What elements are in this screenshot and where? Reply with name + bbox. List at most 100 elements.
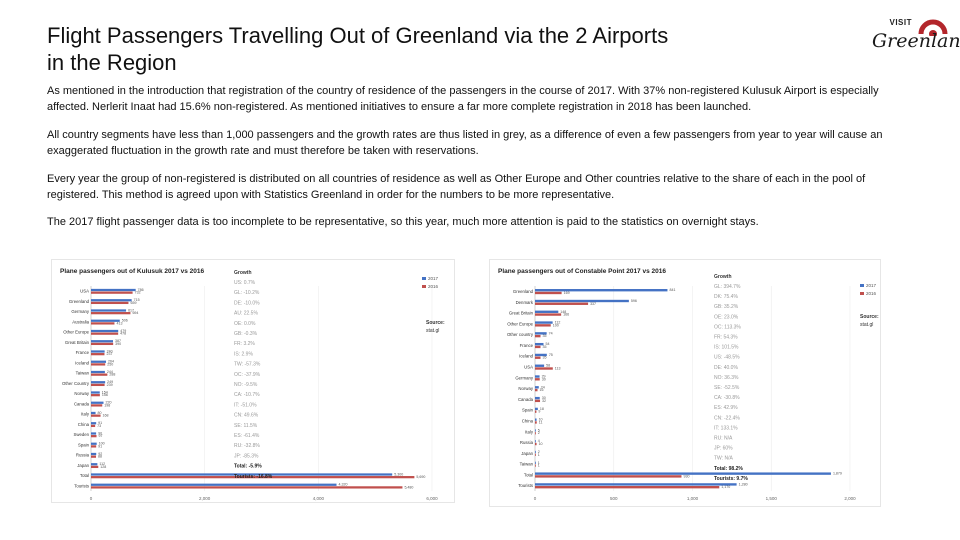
- data-label-germany-2017: 29: [542, 375, 546, 379]
- data-label-tourists-2017: 1,280: [739, 482, 748, 486]
- data-label-other-country-2016: 239: [107, 383, 113, 387]
- constable-point-chart-svg: Plane passengers out of Constable Point …: [498, 268, 879, 501]
- data-label-norway-2017: 154: [102, 390, 108, 394]
- growth-value: GB: -0.3%: [234, 331, 258, 337]
- bar-taiwan-2017: [91, 370, 105, 374]
- category-label-france: France: [76, 350, 90, 355]
- bar-norway-2017: [535, 386, 539, 389]
- category-label-taiwan: Taiwan: [76, 371, 90, 376]
- data-label-russia-2017: 92: [98, 452, 102, 456]
- bar-australia-2016: [91, 322, 115, 325]
- growth-value: TW: N/A: [714, 456, 733, 462]
- category-label-tourists: Tourists: [518, 483, 533, 488]
- bar-japan-2016: [535, 453, 536, 457]
- bar-france-2016: [91, 353, 105, 356]
- growth-value: NO: 36.3%: [714, 375, 739, 381]
- data-label-total-2017: 1,879: [833, 472, 842, 476]
- data-label-china-2017: 10: [539, 418, 543, 422]
- data-label-france-2017: 54: [546, 342, 550, 346]
- paragraph-distribution: Every year the group of non-registered i…: [47, 173, 866, 201]
- data-label-italy-2017: 5: [538, 428, 540, 432]
- data-label-sweden-2016: 97: [99, 434, 103, 438]
- growth-value: US: 0.7%: [234, 280, 256, 286]
- data-label-australia-2016: 413: [116, 321, 122, 325]
- bar-tourists-2017: [535, 483, 737, 486]
- bar-china-2017: [91, 422, 97, 425]
- category-label-total: Total: [524, 472, 533, 477]
- data-label-other-europe-2017: 479: [120, 329, 126, 333]
- bar-great-britain-2016: [535, 313, 562, 316]
- legend-swatch-2016: [860, 292, 864, 295]
- bar-spain-2017: [91, 442, 97, 445]
- category-label-norway: Norway: [74, 391, 89, 396]
- bar-russia-2017: [535, 440, 536, 443]
- data-label-great-britain-2017: 387: [115, 339, 121, 343]
- bar-great-britain-2016: [91, 342, 114, 346]
- data-label-taiwan-2016: 1: [538, 464, 540, 468]
- source-value: stat.gl: [860, 322, 873, 328]
- data-label-spain-2017: 18: [540, 407, 544, 411]
- data-label-germany-2016: 694: [132, 311, 138, 315]
- bar-italy-2017: [535, 429, 536, 432]
- data-label-sweden-2017: 90: [98, 431, 102, 435]
- bar-france-2017: [91, 350, 105, 353]
- bar-usa-2016: [535, 367, 553, 370]
- data-label-canada-2016: 32: [542, 399, 546, 403]
- x-tick-label: 2,000: [844, 496, 856, 501]
- bar-iceland-2017: [535, 353, 547, 357]
- category-label-greenland: Greenland: [513, 289, 534, 294]
- bar-norway-2016: [91, 394, 100, 397]
- bar-total-2016: [535, 475, 682, 478]
- category-label-canada: Canada: [74, 401, 90, 406]
- source-value: stat.gl: [426, 328, 439, 334]
- data-label-iceland-2017: 264: [108, 360, 114, 364]
- bar-other-europe-2016: [535, 324, 551, 327]
- bar-other-country-2017: [91, 381, 106, 384]
- data-label-japan-2017: 112: [99, 462, 105, 466]
- growth-value: AU: 22.5%: [234, 311, 258, 317]
- bar-other-europe-2017: [91, 329, 119, 333]
- category-label-china: China: [78, 422, 90, 427]
- bar-china-2017: [535, 418, 537, 421]
- growth-value: DE: 40.0%: [714, 365, 738, 371]
- bar-china-2016: [535, 421, 537, 424]
- bar-taiwan-2016: [91, 373, 108, 376]
- growth-value: JP: 60%: [714, 446, 733, 452]
- bar-iceland-2017: [91, 360, 107, 363]
- growth-value: DE: -10.0%: [234, 300, 260, 306]
- data-label-japan-2016: 1: [538, 453, 540, 457]
- data-label-japan-2016: 128: [100, 465, 106, 469]
- bar-australia-2017: [91, 319, 120, 322]
- data-label-spain-2016: 9: [538, 410, 540, 414]
- data-label-france-2016: 35: [543, 345, 547, 349]
- growth-value: FR: 54.3%: [714, 335, 738, 341]
- growth-value: CN: -22.4%: [714, 415, 740, 421]
- bar-tourists-2017: [91, 483, 337, 486]
- bar-usa-2016: [91, 291, 133, 294]
- data-label-other-europe-2016: 478: [120, 332, 126, 336]
- data-label-total-2016: 930: [683, 474, 689, 478]
- bar-france-2017: [535, 342, 544, 346]
- legend-label-2016: 2016: [428, 284, 439, 289]
- category-label-other-country: Other Country: [62, 381, 90, 386]
- data-label-denmark-2017: 596: [631, 299, 637, 303]
- data-label-australia-2017: 506: [122, 319, 128, 323]
- data-label-china-2016: 11: [539, 420, 543, 424]
- data-label-taiwan-2017: 244: [107, 370, 113, 374]
- data-label-china-2016: 73: [97, 424, 101, 428]
- data-label-denmark-2016: 337: [590, 302, 596, 306]
- category-label-tourists: Tourists: [74, 483, 89, 488]
- growth-value: OE: 0.0%: [234, 321, 256, 327]
- growth-value: Total: -5.9%: [234, 464, 262, 470]
- growth-value: CA: -10.7%: [234, 392, 260, 398]
- paragraph-overnight-stays: The 2017 flight passenger data is too in…: [47, 216, 759, 228]
- bar-usa-2017: [91, 288, 136, 292]
- category-label-canada: Canada: [518, 397, 534, 402]
- bar-taiwan-2017: [535, 461, 536, 465]
- growth-title: Growth: [714, 274, 732, 280]
- data-label-norway-2016: 16: [540, 388, 544, 392]
- growth-title: Growth: [234, 270, 252, 276]
- x-tick-label: 2,000: [199, 496, 211, 501]
- bar-sweden-2017: [91, 432, 97, 435]
- paragraph-registration: As mentioned in the introduction that re…: [47, 85, 879, 113]
